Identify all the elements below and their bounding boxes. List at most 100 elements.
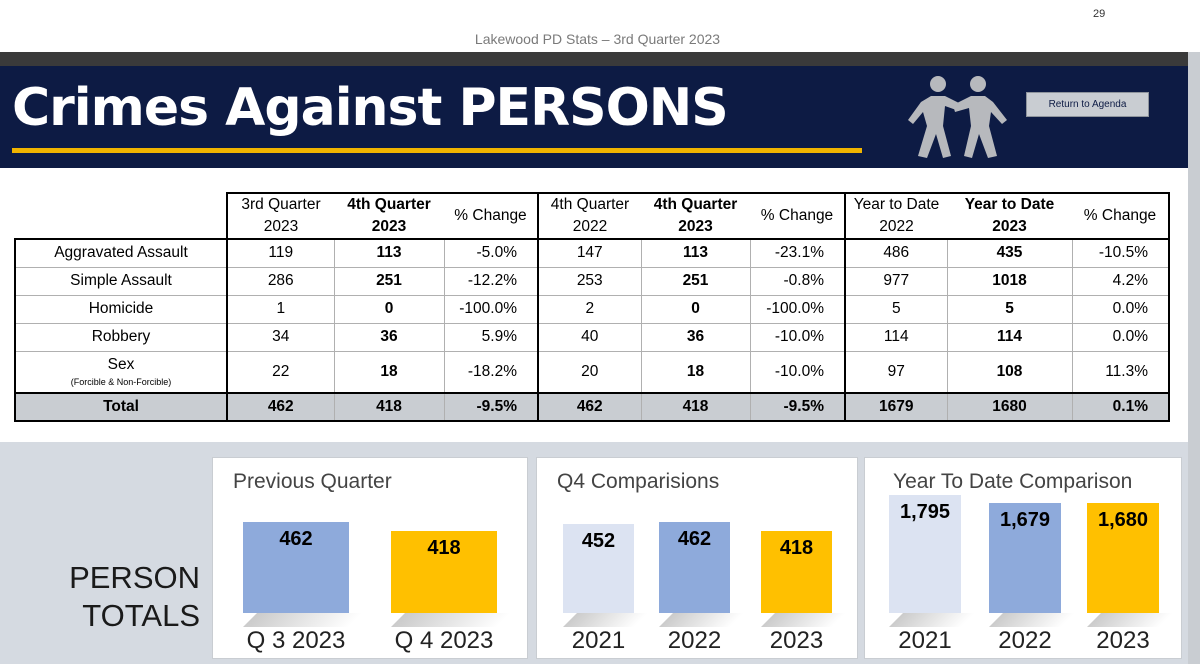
table-row: Homicide 1 0 -100.0% 2 0 -100.0% 5 5 0.0%: [14, 294, 1170, 324]
page-title: Crimes Against PERSONS: [12, 78, 729, 138]
header-cur: Year to Date 2023: [947, 192, 1072, 240]
cell-prev: 977: [844, 266, 948, 296]
bar-2022: 1,679: [989, 503, 1061, 613]
cell-cur: 18: [333, 350, 445, 394]
cell-cur: 113: [640, 238, 751, 268]
bar-fill: [563, 524, 634, 613]
cell-change: -10.5%: [1071, 238, 1170, 268]
top-divider: [0, 52, 1200, 66]
header-change: % Change: [1072, 192, 1170, 240]
cell-change: -100.0%: [443, 294, 539, 324]
row-label: Homicide: [14, 294, 228, 324]
row-label: Robbery: [14, 322, 228, 352]
cell-prev: 462: [537, 392, 642, 422]
table-row: Sex (Forcible & Non-Forcible) 22 18 -18.2% 20…: [14, 350, 1170, 394]
cell-prev: 286: [226, 266, 335, 296]
bar-2021: 1,795: [889, 495, 961, 613]
cell-prev: 1: [226, 294, 335, 324]
cell-cur: 0: [333, 294, 445, 324]
bar-2022: 462: [659, 522, 730, 613]
cell-prev: 34: [226, 322, 335, 352]
category-label: 2021: [571, 627, 626, 654]
person-totals-panel: PERSON TOTALS Previous Quarter 462 Q 3 202…: [0, 442, 1188, 664]
bar-shadow: [243, 613, 363, 627]
crime-stats-table: 3rd Quarter 2023 4th Quarter 2023 % Change…: [14, 192, 1170, 422]
cell-prev: 5: [844, 294, 948, 324]
header-prev: Year to Date 2022: [844, 192, 947, 240]
cell-prev: 119: [226, 238, 335, 268]
header-cur: 4th Quarter 2023: [334, 192, 444, 240]
cell-change: -100.0%: [749, 294, 846, 324]
category-label: Q 3 2023: [246, 627, 346, 654]
cell-cur: 5: [946, 294, 1073, 324]
cell-change: -18.2%: [443, 350, 539, 394]
previous-quarter-chart: Previous Quarter 462 Q 3 2023 418 Q 4 2023: [212, 457, 528, 659]
bar-value-label: 418: [427, 537, 461, 559]
title-underline: [12, 148, 862, 153]
cell-prev: 147: [537, 238, 642, 268]
category-label: 2022: [667, 627, 722, 654]
return-to-agenda-button[interactable]: Return to Agenda: [1026, 92, 1149, 117]
scrollbar[interactable]: [1188, 52, 1200, 664]
bar-value-label: 462: [677, 528, 712, 550]
chart-title: Previous Quarter: [233, 470, 392, 493]
bar-fill: [1087, 503, 1159, 613]
cell-cur: 0: [640, 294, 751, 324]
table-row: Aggravated Assault 119 113 -5.0% 147 113 -23.1…: [14, 238, 1170, 268]
title-banner: Crimes Against PERSONS Return to Agenda: [0, 66, 1188, 168]
bar-fill: [659, 522, 730, 613]
cell-cur: 36: [640, 322, 751, 352]
row-sublabel: (Forcible & Non-Forcible): [70, 376, 172, 387]
category-label: 2022: [998, 627, 1052, 654]
cell-prev: 20: [537, 350, 642, 394]
bar-value-label: 452: [581, 530, 616, 552]
row-label: Simple Assault: [14, 266, 228, 296]
bar-fill: [761, 531, 832, 613]
bar-shadow: [889, 613, 975, 627]
bar-q-3-2023: 462: [243, 522, 349, 613]
bar-shadow: [761, 613, 846, 627]
row-label: Sex (Forcible & Non-Forcible): [14, 350, 228, 394]
table-total-row: Total 462 418 -9.5% 462 418 -9.5% 1679 1680 0.1%: [14, 392, 1170, 422]
cell-prev: 253: [537, 266, 642, 296]
table-row: Robbery 34 36 5.9% 40 36 -10.0% 114 114 0.0%: [14, 322, 1170, 352]
cell-change: -0.8%: [749, 266, 846, 296]
cell-cur: 251: [333, 266, 445, 296]
bar-fill: [889, 495, 961, 613]
cell-prev: 1679: [844, 392, 948, 422]
bar-q-4-2023: 418: [391, 531, 497, 613]
cell-prev: 114: [844, 322, 948, 352]
ytd-comparison-chart: Year To Date Comparison 1,795 2021 1,679 20…: [864, 457, 1182, 659]
cell-cur: 251: [640, 266, 751, 296]
chart-title: Year To Date Comparison: [893, 470, 1133, 493]
cell-change: -5.0%: [443, 238, 539, 268]
bar-shadow: [989, 613, 1075, 627]
bar-value-label: 1,679: [999, 509, 1051, 531]
bar-shadow: [563, 613, 648, 627]
cell-change: -12.2%: [443, 266, 539, 296]
cell-change: -23.1%: [749, 238, 846, 268]
bar-2023: 418: [761, 531, 832, 613]
row-label: Total: [14, 392, 228, 422]
person-totals-label: PERSON TOTALS: [69, 560, 200, 633]
cell-cur: 1018: [946, 266, 1073, 296]
cell-prev: 22: [226, 350, 335, 394]
bar-fill: [989, 503, 1061, 613]
cell-cur: 435: [946, 238, 1073, 268]
category-label: 2023: [1096, 627, 1150, 654]
bar-fill: [243, 522, 349, 613]
page-number: 29: [1093, 8, 1106, 20]
category-label: 2021: [898, 627, 952, 654]
cell-cur: 418: [640, 392, 751, 422]
bar-value-label: 1,795: [899, 501, 951, 523]
bar-value-label: 1,680: [1097, 509, 1149, 531]
cell-change: -10.0%: [749, 350, 846, 394]
bar-2023: 1,680: [1087, 503, 1159, 613]
cell-change: -9.5%: [749, 392, 846, 422]
bar-shadow: [391, 613, 511, 627]
cell-cur: 418: [333, 392, 445, 422]
chart-title: Q4 Comparisions: [557, 470, 720, 493]
bar-2021: 452: [563, 524, 634, 613]
cell-cur: 113: [333, 238, 445, 268]
cell-cur: 18: [640, 350, 751, 394]
